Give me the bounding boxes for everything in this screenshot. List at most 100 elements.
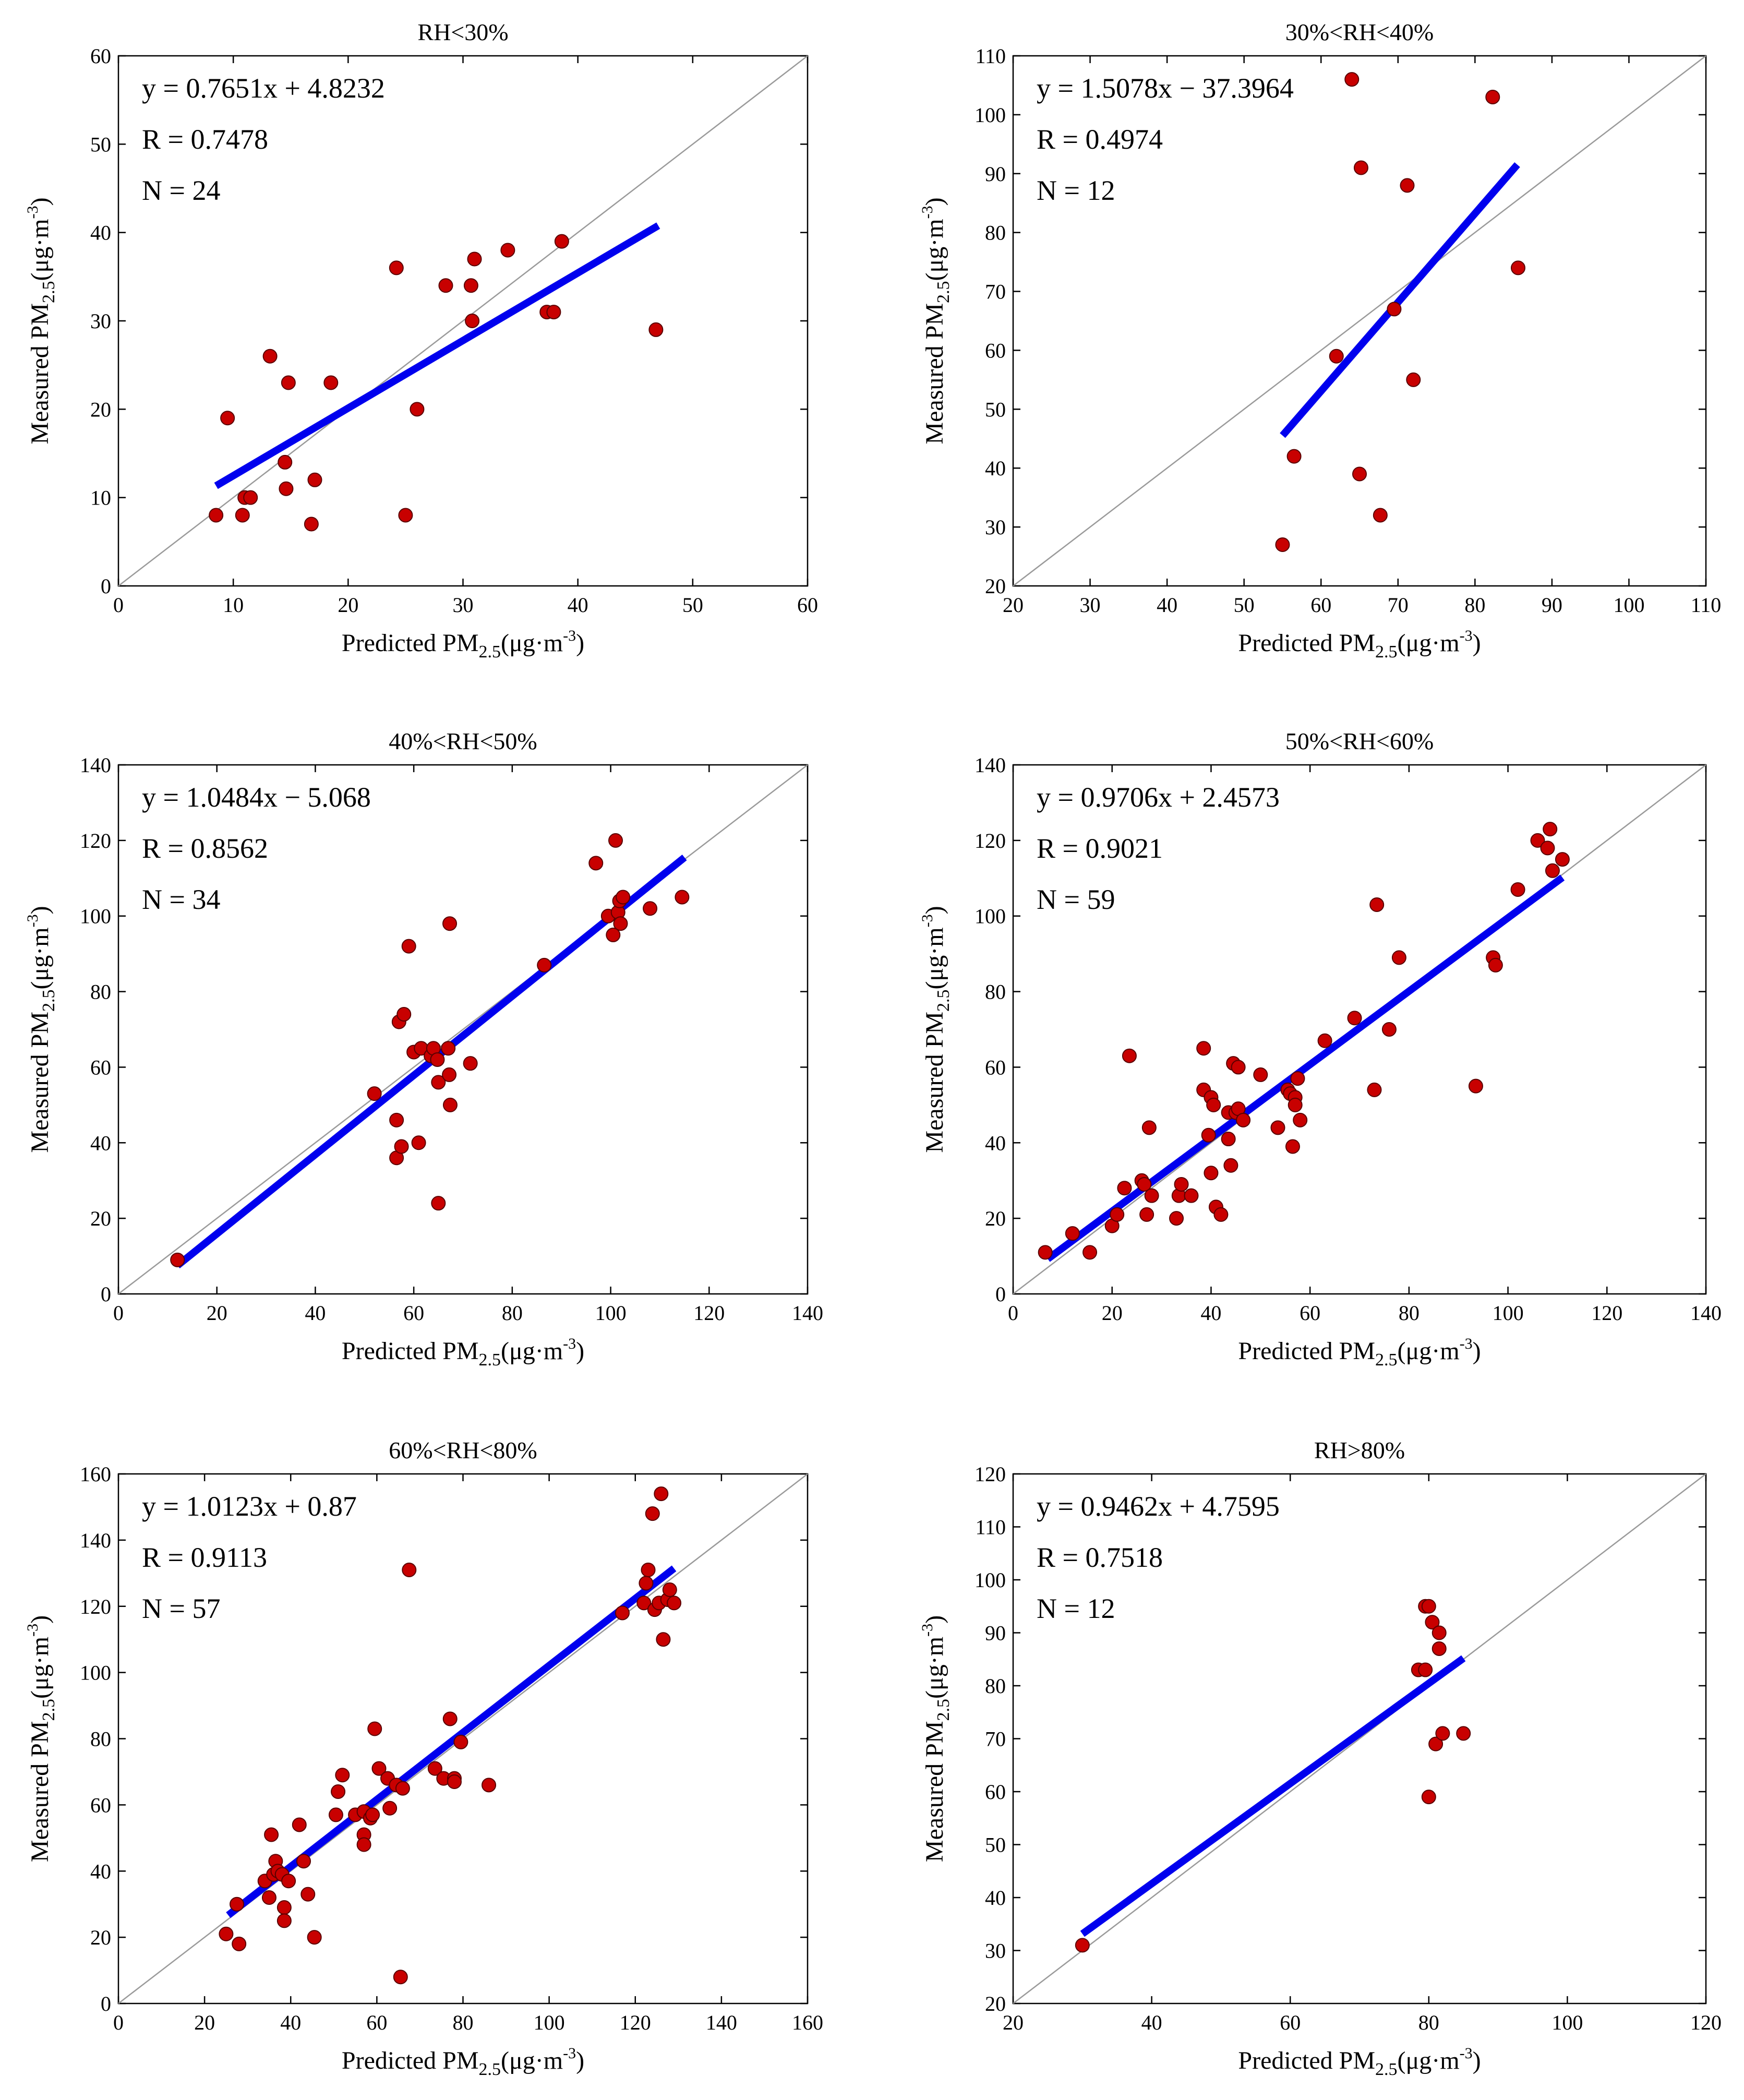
data-point [615, 1605, 630, 1621]
x-tick-label: 140 [1690, 1301, 1722, 1325]
data-point [463, 1056, 478, 1071]
n-value-text: N = 34 [142, 884, 220, 915]
y-tick-label: 20 [985, 1207, 1006, 1230]
x-axis-label: Predicted PM2.5(μg·m-3) [1238, 627, 1481, 662]
data-point [1510, 882, 1525, 897]
data-point [307, 1930, 322, 1945]
y-tick-label: 20 [90, 1207, 111, 1230]
data-point [331, 1784, 346, 1799]
data-point [1141, 1120, 1157, 1135]
panel-title: 30%<RH<40% [1285, 19, 1434, 45]
data-point [1236, 1112, 1251, 1127]
x-tick-label: 50 [1234, 593, 1255, 617]
x-tick-label: 30 [453, 593, 474, 617]
y-tick-label: 60 [985, 1055, 1006, 1079]
data-point [1139, 1207, 1154, 1222]
data-point [402, 1562, 417, 1577]
x-tick-label: 100 [595, 1301, 627, 1325]
x-tick-label: 40 [1157, 593, 1177, 617]
y-tick-label: 110 [975, 44, 1006, 68]
data-point [636, 1595, 652, 1611]
data-point [1418, 1662, 1433, 1677]
data-point [395, 1781, 410, 1796]
data-point [1530, 833, 1545, 848]
data-point [500, 243, 515, 258]
data-point [1213, 1207, 1229, 1222]
data-point [616, 890, 631, 905]
data-point [1286, 449, 1302, 464]
data-point [1391, 950, 1406, 965]
data-point [1456, 1726, 1471, 1741]
data-point [1468, 1078, 1483, 1094]
x-tick-label: 20 [194, 2011, 215, 2034]
x-tick-label: 120 [1690, 2011, 1722, 2034]
data-point [463, 278, 478, 293]
x-tick-label: 20 [1003, 2011, 1024, 2034]
x-tick-label: 20 [1003, 593, 1024, 617]
data-point [1555, 852, 1570, 867]
data-point [371, 1761, 387, 1776]
x-tick-label: 120 [620, 2011, 651, 2034]
data-point [465, 314, 480, 328]
data-point [1421, 1599, 1436, 1614]
x-axis-label: Predicted PM2.5(μg·m-3) [1238, 1335, 1481, 1370]
x-tick-label: 30 [1080, 593, 1101, 617]
x-tick-label: 50 [682, 593, 703, 617]
x-tick-label: 20 [207, 1301, 227, 1325]
data-point [1223, 1158, 1238, 1173]
one-to-one-line [118, 55, 808, 586]
data-point [1329, 349, 1344, 364]
data-point [1381, 1022, 1397, 1037]
x-tick-label: 80 [453, 2011, 474, 2034]
data-point [613, 916, 628, 931]
data-point [1174, 1177, 1189, 1192]
data-point [662, 1582, 677, 1598]
data-point [441, 1041, 456, 1056]
equation-text: y = 1.5078x − 37.3964 [1037, 73, 1294, 104]
panel-4: 0 20 40 60 80 100 120 140 0 20 40 60 80 100 120 140 50%<… [919, 728, 1722, 1370]
data-point [401, 939, 416, 954]
x-tick-label: 160 [792, 2011, 823, 2034]
data-point [261, 1890, 276, 1905]
y-tick-label: 70 [985, 1727, 1006, 1751]
data-point [1406, 372, 1421, 387]
y-tick-label: 120 [80, 829, 111, 853]
data-point [281, 375, 296, 390]
data-point [554, 234, 569, 249]
data-point [1065, 1226, 1080, 1241]
data-point [382, 1801, 398, 1816]
data-point [1432, 1625, 1447, 1640]
x-tick-label: 0 [113, 2011, 124, 2034]
x-tick-label: 60 [403, 1301, 424, 1325]
data-point [300, 1887, 316, 1902]
equation-text: y = 0.9706x + 2.4573 [1037, 782, 1280, 813]
y-tick-label: 20 [985, 1992, 1006, 2015]
y-tick-label: 120 [975, 1462, 1006, 1486]
data-point [367, 1721, 382, 1736]
y-tick-label: 100 [80, 905, 111, 928]
data-point [1231, 1060, 1246, 1075]
data-point [1485, 90, 1500, 105]
y-tick-label: 120 [975, 829, 1006, 853]
data-point [1421, 1790, 1436, 1805]
x-tick-label: 60 [366, 2011, 387, 2034]
data-point [1184, 1188, 1199, 1203]
data-point [1510, 260, 1525, 275]
y-tick-label: 30 [985, 1939, 1006, 1963]
data-point [281, 1874, 296, 1889]
data-point [645, 1506, 660, 1521]
data-point [296, 1854, 311, 1869]
data-point [1137, 1177, 1152, 1192]
data-point [606, 927, 621, 942]
x-tick-label: 20 [338, 593, 358, 617]
x-tick-label: 0 [1008, 1301, 1018, 1325]
y-tick-label: 80 [985, 1674, 1006, 1698]
y-tick-label: 60 [90, 1793, 111, 1817]
panel-title: 60%<RH<80% [389, 1437, 537, 1463]
data-point [1367, 1082, 1382, 1097]
y-axis-label: Measured PM2.5(μg·m-3) [24, 197, 58, 444]
data-point [438, 278, 453, 293]
data-point [648, 322, 664, 337]
data-point [675, 890, 690, 905]
data-point [328, 1807, 343, 1822]
